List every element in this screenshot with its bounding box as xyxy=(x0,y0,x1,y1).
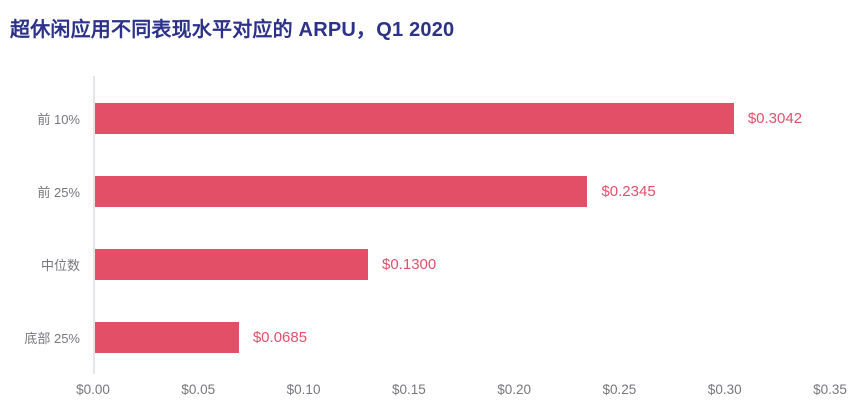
bar-row: 底部 25% $0.0685 xyxy=(24,301,830,374)
bar xyxy=(95,322,239,353)
category-label: 中位数 xyxy=(40,258,80,273)
bar-rows: 前 10% $0.3042 前 25% $0.2345 中位数 $0.1300 底部 25%… xyxy=(24,76,830,374)
value-label: $0.2345 xyxy=(601,183,656,200)
x-tick-label: $0.00 xyxy=(76,382,110,397)
x-tick-label: $0.15 xyxy=(391,382,426,397)
chart-title: 超休闲应用不同表现水平对应的 ARPU，Q1 2020 xyxy=(10,19,455,41)
bar-row: 中位数 $0.1300 xyxy=(41,228,830,301)
bar-row: 前 25% $0.2345 xyxy=(37,155,830,228)
x-tick-label: $0.30 xyxy=(707,382,742,397)
x-tick-label: $0.10 xyxy=(286,382,321,397)
value-label: $0.3042 xyxy=(747,110,803,127)
bar xyxy=(95,103,734,134)
x-axis: $0.00 $0.05 $0.10 $0.15 $0.20 $0.25 $0.30 $0.35 xyxy=(76,382,847,404)
category-label: 前 10% xyxy=(37,112,80,127)
value-label: $0.1300 xyxy=(382,256,437,273)
category-label: 底部 25% xyxy=(24,331,80,346)
bar xyxy=(95,249,368,280)
bar-row: 前 10% $0.3042 xyxy=(37,82,830,155)
value-label: $0.0685 xyxy=(252,329,308,346)
x-tick-label: $0.05 xyxy=(181,382,216,397)
category-label: 前 25% xyxy=(37,185,80,200)
x-tick-label: $0.25 xyxy=(602,382,637,397)
x-tick-label: $0.35 xyxy=(813,382,847,397)
x-tick-label: $0.20 xyxy=(497,382,532,397)
bar xyxy=(95,176,588,207)
